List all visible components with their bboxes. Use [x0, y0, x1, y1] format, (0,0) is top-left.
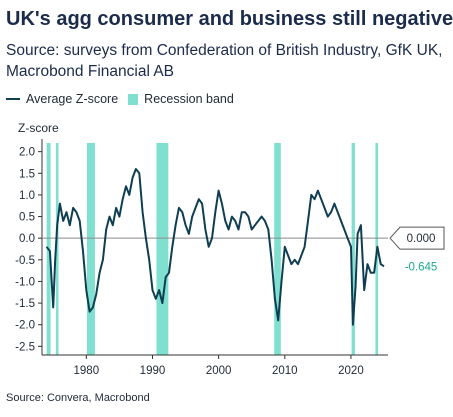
chart-subtitle: Source: surveys from Confederation of Br…	[6, 42, 443, 80]
zero-callout-box	[389, 226, 445, 250]
x-tick-label: 2020	[338, 365, 364, 377]
last-value-label: -0.645	[405, 261, 438, 273]
x-tick-label: 2000	[206, 365, 232, 377]
y-tick-label: -2.5	[15, 341, 35, 353]
zero-callout-label: 0.000	[407, 233, 436, 245]
y-tick-label: -1.5	[15, 298, 35, 310]
legend-band-swatch	[128, 93, 139, 105]
x-tick-label: 1980	[74, 365, 100, 377]
y-tick-label: 0.0	[19, 233, 35, 245]
y-tick-label: -1.0	[15, 276, 35, 288]
y-tick-label: 0.5	[19, 212, 35, 224]
x-tick-label: 2010	[272, 365, 298, 377]
source-note: Source: Convera, Macrobond	[6, 392, 150, 404]
recession-band	[55, 143, 59, 355]
y-tick-label: -2.0	[15, 320, 35, 332]
x-tick-label: 1990	[140, 365, 166, 377]
chart-title: UK's agg consumer and business still neg…	[6, 8, 453, 30]
recession-band	[274, 143, 281, 355]
legend-line-swatch	[6, 98, 20, 100]
recession-band	[86, 143, 95, 355]
chart-legend: Average Z-score Recession band	[6, 92, 234, 106]
legend-series-label: Average Z-score	[26, 92, 119, 106]
average-z-score-line	[45, 168, 385, 326]
legend-band-label: Recession band	[144, 92, 234, 106]
recession-band	[351, 143, 355, 355]
y-tick-label: 1.5	[19, 168, 35, 180]
y-tick-label: -0.5	[15, 255, 35, 267]
y-tick-label: 2.0	[19, 147, 35, 159]
y-tick-label: 1.0	[19, 190, 35, 202]
recession-band	[156, 143, 169, 355]
y-axis-title: Z-score	[18, 121, 59, 135]
